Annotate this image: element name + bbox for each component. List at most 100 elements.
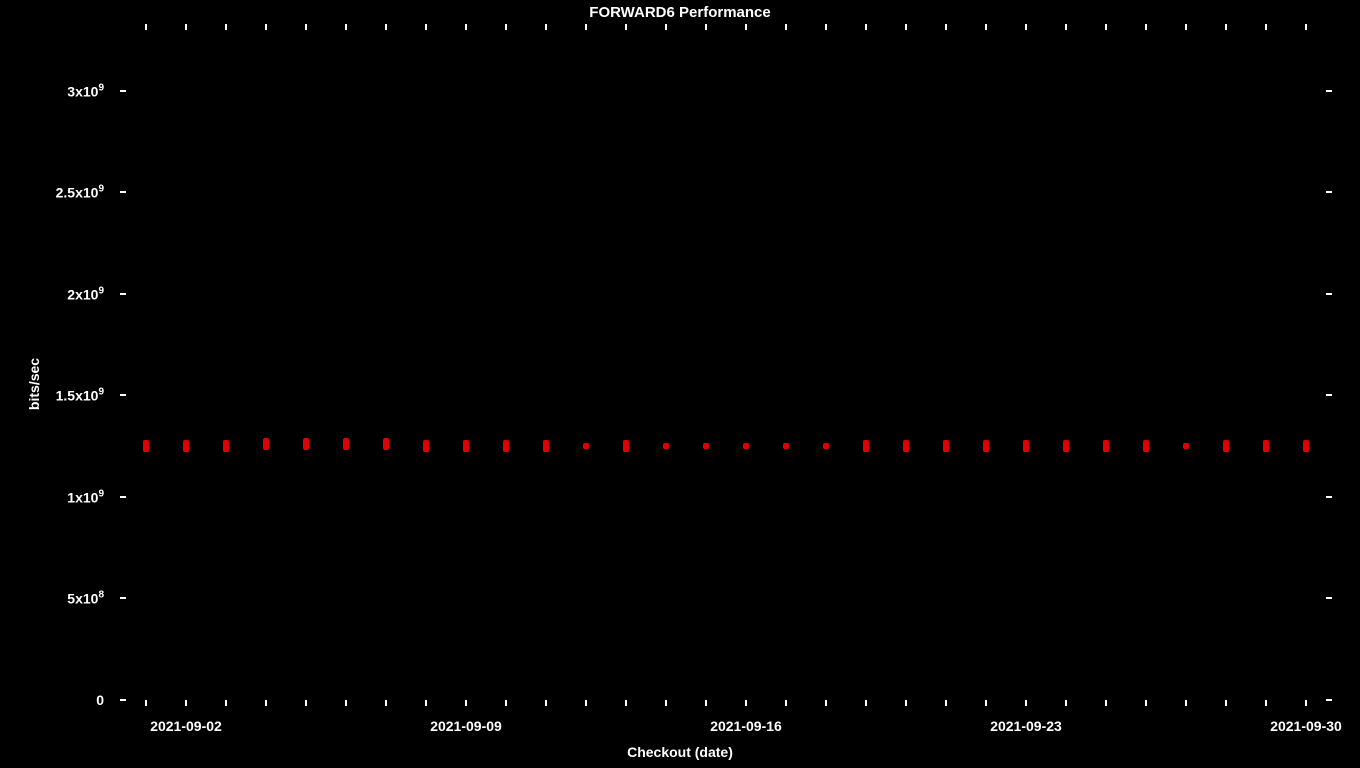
x-tick-mark [1185, 24, 1187, 30]
x-tick-mark [1225, 700, 1227, 706]
x-tick-mark [145, 24, 147, 30]
data-point [183, 440, 189, 452]
y-tick-mark [120, 90, 126, 92]
x-tick-mark [465, 24, 467, 30]
data-point [263, 438, 269, 450]
x-tick-mark [865, 24, 867, 30]
x-tick-mark [505, 700, 507, 706]
x-tick-mark [905, 700, 907, 706]
x-tick-mark [1065, 24, 1067, 30]
data-point [383, 438, 389, 450]
data-point [743, 443, 749, 449]
y-tick-mark [1326, 90, 1332, 92]
plot-area: 05x1081x1091.5x1092x1092.5x1093x1092021-… [126, 30, 1326, 700]
x-tick-mark [1025, 700, 1027, 706]
x-tick-label: 2021-09-23 [990, 718, 1062, 734]
x-tick-mark [745, 700, 747, 706]
y-tick-label: 1x109 [67, 489, 104, 506]
x-tick-mark [425, 700, 427, 706]
data-point [1303, 440, 1309, 452]
data-point [1023, 440, 1029, 452]
x-tick-mark [1025, 24, 1027, 30]
x-tick-mark [1145, 24, 1147, 30]
x-tick-mark [825, 700, 827, 706]
x-tick-mark [625, 24, 627, 30]
x-tick-mark [905, 24, 907, 30]
x-tick-mark [825, 24, 827, 30]
chart-title: FORWARD6 Performance [0, 4, 1360, 21]
data-point [863, 440, 869, 452]
x-tick-mark [425, 24, 427, 30]
performance-chart: FORWARD6 Performance bits/sec Checkout (… [0, 0, 1360, 768]
x-tick-mark [985, 700, 987, 706]
x-tick-mark [385, 24, 387, 30]
x-tick-mark [785, 24, 787, 30]
x-tick-mark [345, 24, 347, 30]
x-tick-mark [305, 24, 307, 30]
y-tick-mark [120, 394, 126, 396]
data-point [583, 443, 589, 449]
data-point [703, 443, 709, 449]
data-point [1063, 440, 1069, 452]
y-tick-mark [1326, 293, 1332, 295]
x-tick-mark [745, 24, 747, 30]
y-tick-label: 3x109 [67, 83, 104, 100]
x-axis-label: Checkout (date) [0, 744, 1360, 760]
y-tick-mark [1326, 597, 1332, 599]
y-tick-mark [1326, 394, 1332, 396]
data-point [1143, 440, 1149, 452]
data-point [823, 443, 829, 449]
x-tick-mark [185, 700, 187, 706]
y-tick-mark [120, 597, 126, 599]
x-tick-mark [225, 700, 227, 706]
x-tick-mark [1145, 700, 1147, 706]
data-point [143, 440, 149, 452]
y-axis-label: bits/sec [26, 358, 42, 410]
data-point [1223, 440, 1229, 452]
x-tick-mark [985, 24, 987, 30]
data-point [983, 440, 989, 452]
x-tick-mark [225, 24, 227, 30]
data-point [423, 440, 429, 452]
x-tick-mark [505, 24, 507, 30]
y-tick-mark [120, 496, 126, 498]
x-tick-mark [1305, 700, 1307, 706]
data-point [303, 438, 309, 450]
x-tick-mark [1185, 700, 1187, 706]
x-tick-mark [585, 700, 587, 706]
y-tick-mark [120, 293, 126, 295]
x-tick-mark [265, 24, 267, 30]
x-tick-mark [385, 700, 387, 706]
y-tick-label: 0 [96, 692, 104, 708]
x-tick-mark [545, 700, 547, 706]
data-point [943, 440, 949, 452]
x-tick-mark [705, 700, 707, 706]
data-point [343, 438, 349, 450]
data-point [1103, 440, 1109, 452]
data-point [463, 440, 469, 452]
x-tick-label: 2021-09-30 [1270, 718, 1342, 734]
x-tick-mark [185, 24, 187, 30]
x-tick-label: 2021-09-02 [150, 718, 222, 734]
x-tick-mark [1265, 700, 1267, 706]
data-point [1183, 443, 1189, 449]
x-tick-mark [945, 700, 947, 706]
x-tick-mark [1265, 24, 1267, 30]
y-tick-mark [1326, 699, 1332, 701]
y-tick-mark [120, 191, 126, 193]
y-tick-label: 2.5x109 [56, 184, 104, 201]
x-tick-mark [665, 24, 667, 30]
y-tick-mark [120, 699, 126, 701]
x-tick-mark [1225, 24, 1227, 30]
x-tick-mark [145, 700, 147, 706]
data-point [623, 440, 629, 452]
x-tick-mark [1305, 24, 1307, 30]
data-point [783, 443, 789, 449]
data-point [223, 440, 229, 452]
x-tick-mark [1105, 24, 1107, 30]
data-point [663, 443, 669, 449]
y-tick-label: 5x108 [67, 590, 104, 607]
data-point [903, 440, 909, 452]
x-tick-label: 2021-09-16 [710, 718, 782, 734]
x-tick-mark [345, 700, 347, 706]
